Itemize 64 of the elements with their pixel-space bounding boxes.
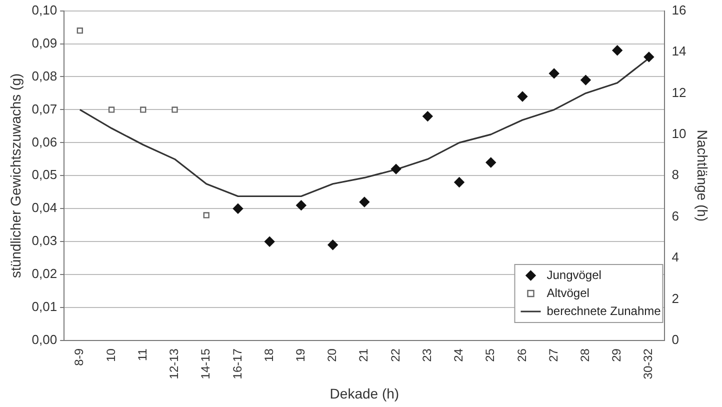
point	[486, 157, 496, 168]
y-tick-label: 0,03	[32, 233, 58, 248]
y-tick-label: 0,07	[32, 101, 58, 116]
y-tick-label: 0,10	[32, 2, 58, 18]
point	[390, 164, 402, 174]
point	[203, 212, 210, 218]
y-tick-label: 0,00	[32, 332, 58, 348]
point	[264, 236, 275, 247]
x-tick-label: 12-13	[167, 348, 182, 380]
point	[172, 106, 178, 113]
x-tick-label: 30-32	[641, 348, 656, 380]
x-tick-label: 24	[452, 348, 466, 362]
legend-label: Jungvögel	[546, 268, 602, 282]
x-axis-title: Dekade (h)	[330, 385, 400, 402]
x-tick-label: 8-9	[72, 348, 86, 366]
y-tick-label: 0,06	[32, 134, 58, 150]
point	[580, 74, 591, 86]
x-tick-label: 21	[356, 348, 371, 362]
legend-label: berechnete Zunahme	[546, 304, 662, 318]
x-tick-label: 19	[294, 348, 308, 362]
x-tick-label: 29	[610, 348, 624, 362]
y2-tick-label: 16	[672, 2, 686, 18]
x-tick-label: 14-15	[198, 348, 213, 380]
y-tick-label: 0,01	[32, 299, 58, 314]
x-tick-label: 27	[546, 348, 560, 362]
y2-tick-label: 14	[672, 44, 686, 59]
point	[232, 204, 244, 214]
point	[517, 91, 528, 102]
point	[454, 177, 464, 188]
x-tick-label: 22	[388, 348, 402, 362]
x-tick-label: 20	[325, 348, 340, 362]
point	[644, 52, 654, 62]
y2-tick-label: 10	[672, 126, 686, 142]
point	[296, 200, 306, 210]
x-tick-label: 25	[483, 348, 498, 362]
point	[108, 106, 115, 113]
point	[76, 28, 83, 34]
y2-tick-label: 4	[672, 250, 679, 265]
y-tick-label: 0,02	[32, 266, 58, 282]
x-tick-label: 11	[135, 348, 150, 361]
point	[548, 68, 560, 79]
y-tick-label: 0,04	[32, 200, 58, 216]
y-tick-label: 0,08	[32, 68, 58, 84]
y-tick-label: 0,05	[32, 167, 58, 182]
x-tick-label: 26	[514, 348, 529, 362]
y-axis-title: stündlicher Gewichtszuwachs (g)	[7, 73, 24, 278]
point	[612, 45, 622, 56]
y2-axis-title: Nachtlänge (h)	[694, 130, 711, 222]
y2-tick-label: 6	[672, 208, 679, 224]
y2-tick-label: 8	[672, 167, 679, 182]
legend-label: Altvögel	[546, 286, 590, 300]
point	[422, 111, 433, 122]
x-tick-label: 18	[262, 348, 276, 362]
y2-tick-label: 2	[672, 290, 679, 306]
y2-tick-label: 0	[672, 332, 679, 348]
x-tick-label: 10	[104, 348, 118, 362]
x-tick-label: 16-17	[230, 348, 244, 380]
point	[140, 106, 146, 113]
y-tick-label: 0,09	[32, 35, 58, 50]
y2-tick-label: 12	[672, 84, 686, 100]
point	[328, 240, 338, 250]
point	[359, 196, 370, 208]
x-tick-label: 28	[578, 348, 592, 362]
x-tick-label: 23	[420, 348, 434, 362]
